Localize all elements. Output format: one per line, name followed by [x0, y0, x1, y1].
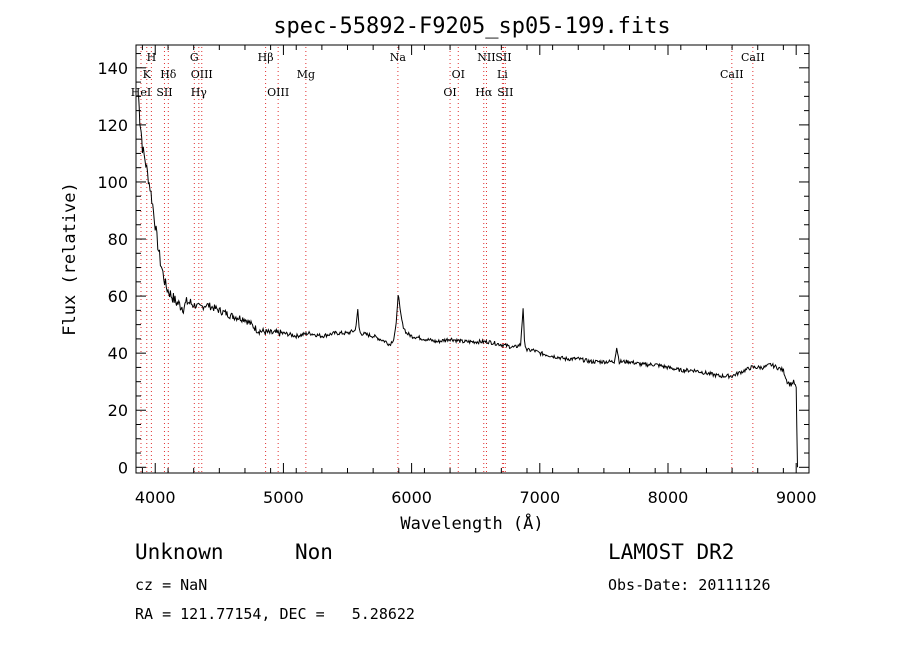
- class-label: Unknown: [135, 540, 224, 564]
- line-label-17: Hα: [475, 86, 493, 99]
- line-label-6: OIII: [191, 68, 213, 81]
- line-label-16: Li: [497, 68, 508, 81]
- line-label-20: CaII: [720, 68, 744, 81]
- y-tick-label-5: 100: [97, 173, 128, 192]
- cz-value: cz = NaN: [135, 576, 208, 594]
- obs-date: Obs-Date: 20111126: [608, 576, 771, 594]
- line-label-10: OIII: [267, 86, 289, 99]
- line-label-2: HeI: [131, 86, 151, 99]
- x-tick-label-5: 9000: [776, 488, 817, 507]
- y-tick-label-0: 0: [118, 458, 128, 477]
- line-label-9: Mg: [297, 68, 315, 81]
- line-label-14: NII: [477, 51, 495, 64]
- line-label-0: H: [147, 51, 157, 64]
- line-label-5: G: [190, 51, 199, 64]
- y-tick-label-1: 20: [108, 401, 128, 420]
- y-tick-label-7: 140: [97, 59, 128, 78]
- y-tick-label-2: 40: [108, 344, 128, 363]
- y-tick-label-3: 60: [108, 287, 128, 306]
- y-axis-label: Flux (relative): [60, 182, 80, 336]
- line-label-19: CaII: [741, 51, 765, 64]
- line-label-18: SII: [497, 86, 513, 99]
- line-label-8: Hβ: [258, 51, 274, 64]
- line-label-15: SII: [495, 51, 511, 64]
- axis-ticks: 4000 5000 6000 7000 8000 9000 0 20 40 60 80 100 120 1…: [97, 45, 817, 507]
- x-tick-label-1: 5000: [263, 488, 304, 507]
- y-tick-label-4: 80: [108, 230, 128, 249]
- line-label-1: K: [143, 68, 152, 81]
- x-axis-label: Wavelength (Å): [400, 512, 543, 534]
- y-tick-label-6: 120: [97, 116, 128, 135]
- subclass-label: Non: [295, 540, 333, 564]
- line-label-3: Hδ: [160, 68, 177, 81]
- line-label-7: Hγ: [191, 86, 208, 99]
- x-tick-label-4: 8000: [648, 488, 689, 507]
- line-label-12: OI: [452, 68, 465, 81]
- spectrum-line: [138, 96, 798, 468]
- line-label-4: SII: [156, 86, 172, 99]
- plot-frame: [135, 44, 810, 474]
- x-tick-label-3: 7000: [519, 488, 560, 507]
- x-tick-label-2: 6000: [391, 488, 432, 507]
- spectral-line-markers: [140, 47, 754, 473]
- line-label-13: OI: [443, 86, 456, 99]
- x-tick-label-0: 4000: [135, 488, 176, 507]
- ra-dec-coordinates: RA = 121.77154, DEC = 5.28622: [135, 605, 415, 623]
- survey-label: LAMOST DR2: [608, 540, 735, 564]
- line-label-11: Na: [390, 51, 407, 64]
- chart-title: spec-55892-F9205_sp05-199.fits: [273, 14, 670, 39]
